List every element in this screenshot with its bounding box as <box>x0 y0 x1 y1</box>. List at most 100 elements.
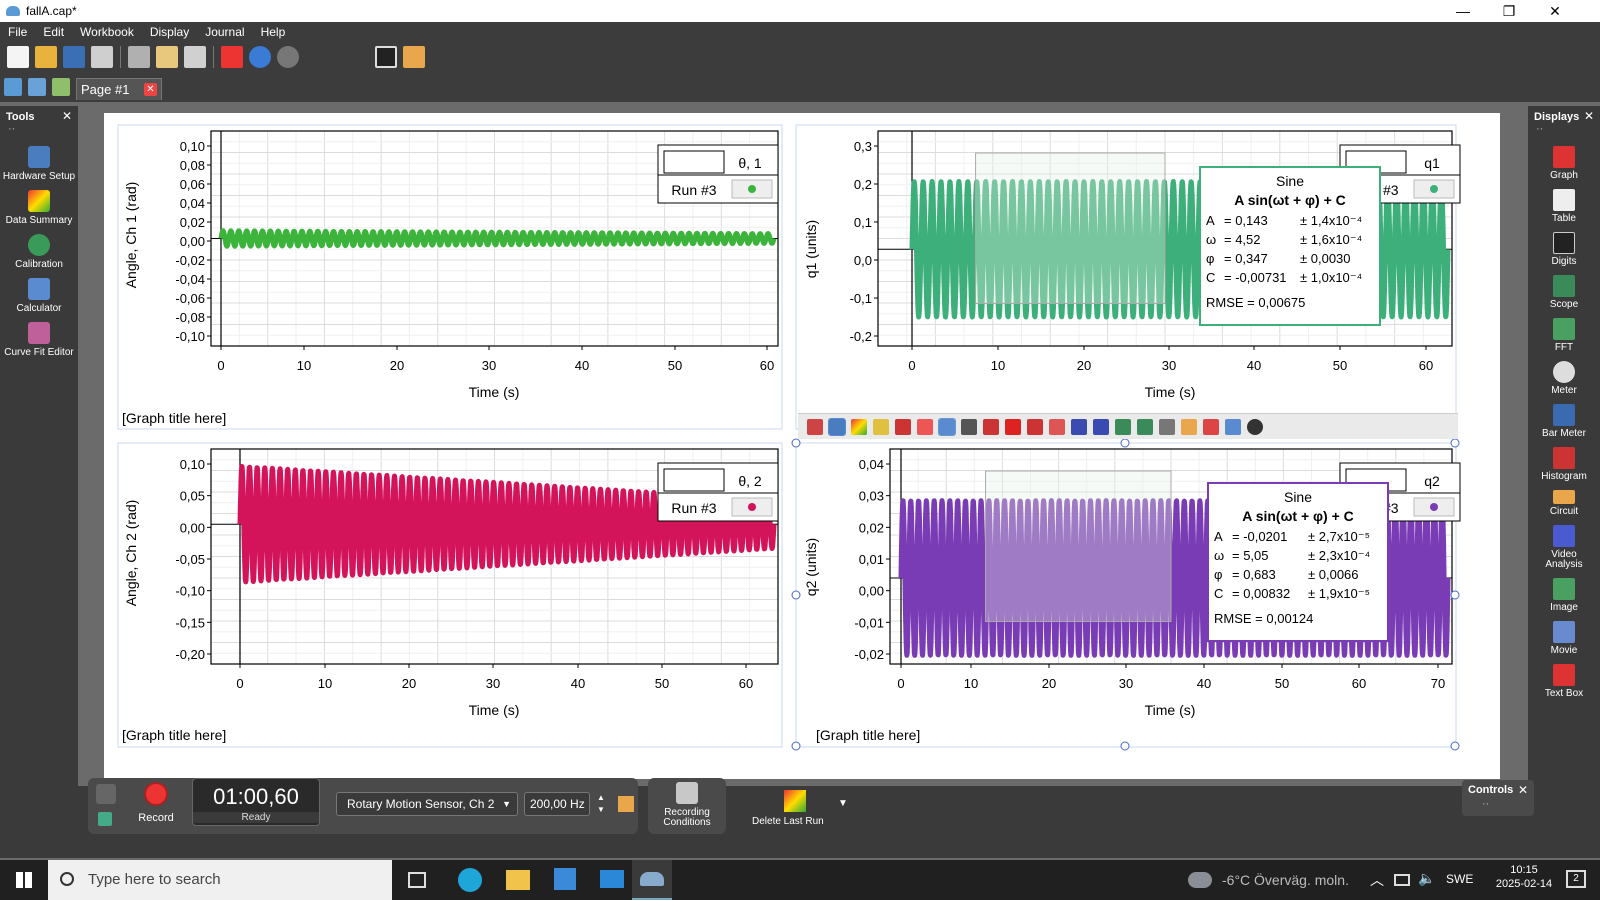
display-meter[interactable]: Meter <box>1532 361 1596 396</box>
delete-element-icon[interactable] <box>1159 418 1175 435</box>
mail-icon[interactable] <box>600 870 624 888</box>
record-label[interactable]: Record <box>138 812 174 824</box>
graph-settings-icon[interactable] <box>1225 418 1241 435</box>
coordinates-tool-icon[interactable] <box>961 418 977 435</box>
display-video-analysis[interactable]: Video Analysis <box>1532 525 1596 570</box>
display-digits[interactable]: Digits <box>1532 232 1596 267</box>
display-fft[interactable]: FFT <box>1532 318 1596 353</box>
menu-help[interactable]: Help <box>260 25 286 39</box>
displays-close-icon[interactable]: ✕ <box>1583 109 1594 123</box>
tab-close-icon[interactable]: ✕ <box>144 83 157 96</box>
delete-last-run-label[interactable]: Delete Last Run <box>752 816 824 827</box>
page-view-icon[interactable] <box>4 78 22 96</box>
display-histogram[interactable]: Histogram <box>1532 447 1596 482</box>
scale-to-fit-icon[interactable] <box>807 418 823 435</box>
sample-rate-stepper[interactable]: ▲ ▼ <box>597 793 605 814</box>
windows-start-icon[interactable] <box>16 872 32 888</box>
save-icon[interactable] <box>63 46 85 68</box>
delete-icon[interactable] <box>221 46 243 68</box>
tray-chevron-icon[interactable]: ︿ <box>1370 872 1384 888</box>
copy-element-icon[interactable] <box>1181 418 1197 435</box>
volume-icon[interactable]: 🔈 <box>1418 870 1436 886</box>
capstone-taskbar-button[interactable] <box>632 860 672 900</box>
sample-rate-field[interactable]: 200,00 Hz <box>524 792 590 816</box>
display-text-box[interactable]: Text Box <box>1532 664 1596 699</box>
split-graph-icon[interactable] <box>1137 418 1153 435</box>
layout-icon[interactable] <box>403 46 425 68</box>
highlight-icon[interactable] <box>873 418 889 435</box>
display-image[interactable]: Image <box>1532 578 1596 613</box>
sensor-select[interactable]: Rotary Motion Sensor, Ch 2 ▼ <box>336 792 518 816</box>
controls-close-icon[interactable]: ✕ <box>1517 783 1528 797</box>
print-icon[interactable] <box>91 46 113 68</box>
show-data-icon[interactable] <box>1093 418 1109 435</box>
controls-grip[interactable]: ·· <box>1482 798 1490 810</box>
tab-page-1[interactable]: Page #1 ✕ <box>76 78 162 100</box>
display-movie[interactable]: Movie <box>1532 621 1596 656</box>
data-summary-small-icon[interactable] <box>851 418 867 435</box>
settings-gear-icon[interactable] <box>28 78 46 96</box>
menu-workbook[interactable]: Workbook <box>80 25 134 39</box>
slope-tool-icon[interactable] <box>983 418 999 435</box>
delete-last-run-icon[interactable] <box>784 790 806 812</box>
curve-fit-editor-tool[interactable]: Curve Fit Editor <box>0 322 78 358</box>
close-button[interactable]: ✕ <box>1549 3 1561 19</box>
display-bar-meter[interactable]: Bar Meter <box>1532 404 1596 439</box>
tools-grip[interactable]: ·· <box>8 123 16 135</box>
select-region-icon[interactable] <box>828 417 846 436</box>
taskbar-search[interactable]: Type here to search <box>48 860 392 900</box>
pin-icon[interactable] <box>1203 418 1219 435</box>
display-table[interactable]: Table <box>1532 189 1596 224</box>
language-indicator[interactable]: SWE <box>1446 872 1474 886</box>
record-icon[interactable] <box>144 782 168 806</box>
add-plot-icon[interactable] <box>1027 418 1043 435</box>
notifications-icon[interactable]: 2 <box>1566 870 1586 888</box>
sigma-statistics-icon[interactable] <box>895 418 911 435</box>
add-y-axis-icon[interactable] <box>1049 418 1065 435</box>
add-annotation-icon[interactable] <box>1005 418 1021 435</box>
new-file-icon[interactable] <box>7 46 29 68</box>
display-graph[interactable]: Graph <box>1532 146 1596 181</box>
graph1-title[interactable]: [Graph title here] <box>122 410 227 426</box>
menu-display[interactable]: Display <box>149 25 190 39</box>
data-summary-tool[interactable]: Data Summary <box>0 190 78 226</box>
copy-icon[interactable] <box>156 46 178 68</box>
maximize-button[interactable]: ❐ <box>1502 3 1516 19</box>
sample-rate-lock-icon[interactable] <box>618 796 634 812</box>
remove-data-icon[interactable] <box>1071 418 1087 435</box>
display-circuit[interactable]: Circuit <box>1532 490 1596 517</box>
new-graph-icon[interactable] <box>1115 418 1131 435</box>
calibration-tool[interactable]: Calibration <box>0 234 78 270</box>
store-icon[interactable] <box>554 868 576 890</box>
undo-icon[interactable] <box>249 46 271 68</box>
network-icon[interactable] <box>1394 874 1410 886</box>
redo-icon[interactable] <box>277 46 299 68</box>
hardware-setup-tool[interactable]: Hardware Setup <box>0 146 78 182</box>
area-icon[interactable] <box>917 418 933 435</box>
menu-journal[interactable]: Journal <box>205 25 245 39</box>
graph4-title[interactable]: [Graph title here] <box>816 727 921 743</box>
menu-file[interactable]: File <box>8 25 28 39</box>
page-layout-icon[interactable] <box>52 78 70 96</box>
open-folder-icon[interactable] <box>35 46 57 68</box>
task-view-icon[interactable] <box>408 872 426 888</box>
keep-mode-icon[interactable] <box>98 812 112 826</box>
file-explorer-icon[interactable] <box>506 870 530 890</box>
calculator-tool[interactable]: Calculator <box>0 278 78 314</box>
paste-icon[interactable] <box>184 46 206 68</box>
curve-fit-toolbar-icon[interactable] <box>938 417 956 436</box>
visibility-eye-icon[interactable] <box>1247 418 1263 435</box>
tools-close-icon[interactable]: ✕ <box>61 109 72 123</box>
menu-edit[interactable]: Edit <box>43 25 65 39</box>
minimize-button[interactable]: — <box>1456 3 1470 19</box>
graph3-title[interactable]: [Graph title here] <box>122 727 227 743</box>
edge-browser-icon[interactable] <box>458 868 482 892</box>
delete-run-dropdown-icon[interactable]: ▼ <box>838 798 848 809</box>
weather-text[interactable]: -6°C Överväg. moln. <box>1222 872 1349 888</box>
cut-icon[interactable] <box>128 46 150 68</box>
display-scope[interactable]: Scope <box>1532 275 1596 310</box>
record-mode-icon[interactable] <box>96 784 116 804</box>
displays-grip[interactable]: ·· <box>1536 123 1544 135</box>
camera-icon[interactable] <box>375 46 397 68</box>
clock[interactable]: 10:15 2025-02-14 <box>1484 864 1564 890</box>
